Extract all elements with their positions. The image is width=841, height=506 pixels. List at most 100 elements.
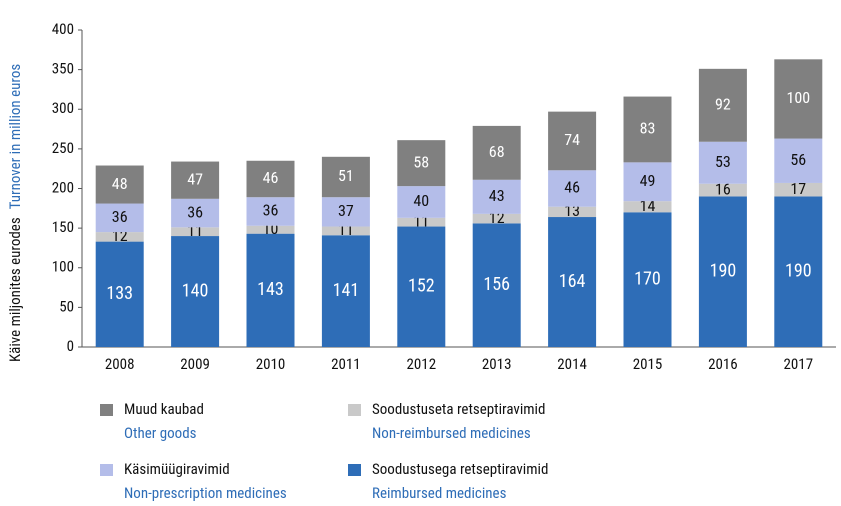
legend-swatch (100, 464, 113, 476)
bar-segment (623, 162, 672, 202)
x-tick-label: 2013 (482, 355, 512, 373)
data-label: 74 (564, 130, 580, 149)
y-axis-label-et: Käive miljonites eurodes (6, 217, 24, 362)
x-tick-label: 2015 (633, 355, 663, 373)
bar-segment (472, 125, 521, 180)
legend-label-en: Reimbursed medicines (372, 484, 507, 502)
bar-segment (246, 197, 295, 226)
x-tick-label: 2014 (557, 355, 587, 373)
legend-label-en: Non-reimbursed medicines (372, 424, 531, 442)
data-label: 40 (413, 191, 429, 210)
bar-segment (321, 235, 370, 347)
data-label: 141 (333, 280, 360, 301)
bar-segment (698, 141, 747, 184)
bar-segment (774, 182, 823, 197)
data-label: 164 (559, 271, 586, 292)
bar-segment (548, 170, 597, 207)
data-label: 17 (790, 179, 806, 198)
bar-segment (397, 226, 446, 347)
data-label: 47 (187, 169, 203, 188)
bar-segment (698, 183, 747, 197)
data-label: 68 (489, 142, 505, 161)
legend-swatch (100, 404, 113, 416)
bar-segment (397, 140, 446, 187)
bar-segment (95, 165, 144, 204)
bar-segment (698, 196, 747, 347)
bar-segment (95, 241, 144, 347)
y-axis-label: Käive miljonites eurodes Turnover in mill… (6, 64, 24, 362)
legend-swatch (348, 404, 361, 416)
bar-segment (623, 212, 672, 347)
data-label: 37 (338, 201, 354, 220)
legend-label: Muud kaubad (124, 400, 204, 418)
data-label: 190 (710, 260, 737, 281)
data-label: 56 (790, 150, 806, 169)
data-label: 170 (634, 268, 661, 289)
bar-segment (774, 59, 823, 139)
bar-segment (95, 203, 144, 233)
data-label: 43 (489, 186, 505, 205)
bar-segment (698, 68, 747, 142)
bar-segment (548, 217, 597, 347)
x-tick-label: 2011 (331, 355, 361, 373)
data-label: 152 (408, 276, 435, 297)
y-tick-label: 300 (52, 99, 74, 117)
bar-segment (171, 161, 220, 199)
legend-label-en: Other goods (124, 424, 197, 442)
bar-segment (623, 96, 672, 163)
data-label: 100 (786, 88, 810, 107)
bar-segment (397, 186, 446, 218)
bar-segment (548, 206, 597, 218)
data-label: 36 (263, 201, 279, 220)
legend-label: Soodustuseta retseptiravimid (372, 400, 545, 418)
y-tick-label: 100 (52, 258, 74, 276)
y-tick-label: 200 (52, 178, 74, 196)
bar-segment (246, 233, 295, 347)
x-tick-label: 2010 (256, 355, 286, 373)
bar-segment (472, 213, 521, 224)
legend-label: Käsimüügiravimid (124, 460, 230, 478)
x-tick-label: 2008 (105, 355, 135, 373)
data-label: 48 (112, 174, 128, 193)
legend-label: Soodustusega retseptiravimid (372, 460, 548, 478)
data-label: 58 (413, 152, 429, 171)
bar-segment (171, 198, 220, 228)
y-tick-label: 400 (52, 20, 74, 38)
data-label: 83 (640, 119, 656, 138)
bar-segment (397, 217, 446, 227)
data-label: 16 (715, 179, 731, 198)
y-tick-label: 50 (59, 297, 74, 315)
bar-segment (548, 111, 597, 171)
bar-segment (623, 201, 672, 213)
x-tick-label: 2016 (708, 355, 738, 373)
data-label: 51 (338, 166, 354, 185)
data-label: 46 (263, 168, 279, 187)
y-tick-label: 350 (52, 60, 74, 78)
bar-segment (246, 160, 295, 198)
data-label: 140 (182, 280, 209, 301)
bar-segment (472, 223, 521, 347)
y-axis-label-en: Turnover in million euros (6, 64, 24, 210)
y-tick-label: 0 (67, 337, 74, 355)
data-label: 53 (715, 152, 731, 171)
bar-segment (246, 225, 295, 234)
bar-segment (321, 156, 370, 198)
bar-segment (321, 197, 370, 227)
x-tick-label: 2009 (180, 355, 210, 373)
data-label: 156 (483, 274, 510, 295)
y-tick-label: 150 (52, 218, 74, 236)
bar-segment (472, 179, 521, 214)
bar-segment (774, 138, 823, 183)
legend-label-en: Non-prescription medicines (124, 484, 287, 502)
data-label: 143 (257, 279, 284, 300)
bar-segment (95, 232, 144, 242)
data-label: 36 (112, 207, 128, 226)
bar-segment (171, 236, 220, 347)
bar-segment (321, 226, 370, 236)
y-tick-label: 250 (52, 139, 74, 157)
data-label: 190 (785, 260, 812, 281)
bar-segment (171, 227, 220, 237)
x-tick-label: 2017 (783, 355, 813, 373)
legend-swatch (348, 464, 361, 476)
